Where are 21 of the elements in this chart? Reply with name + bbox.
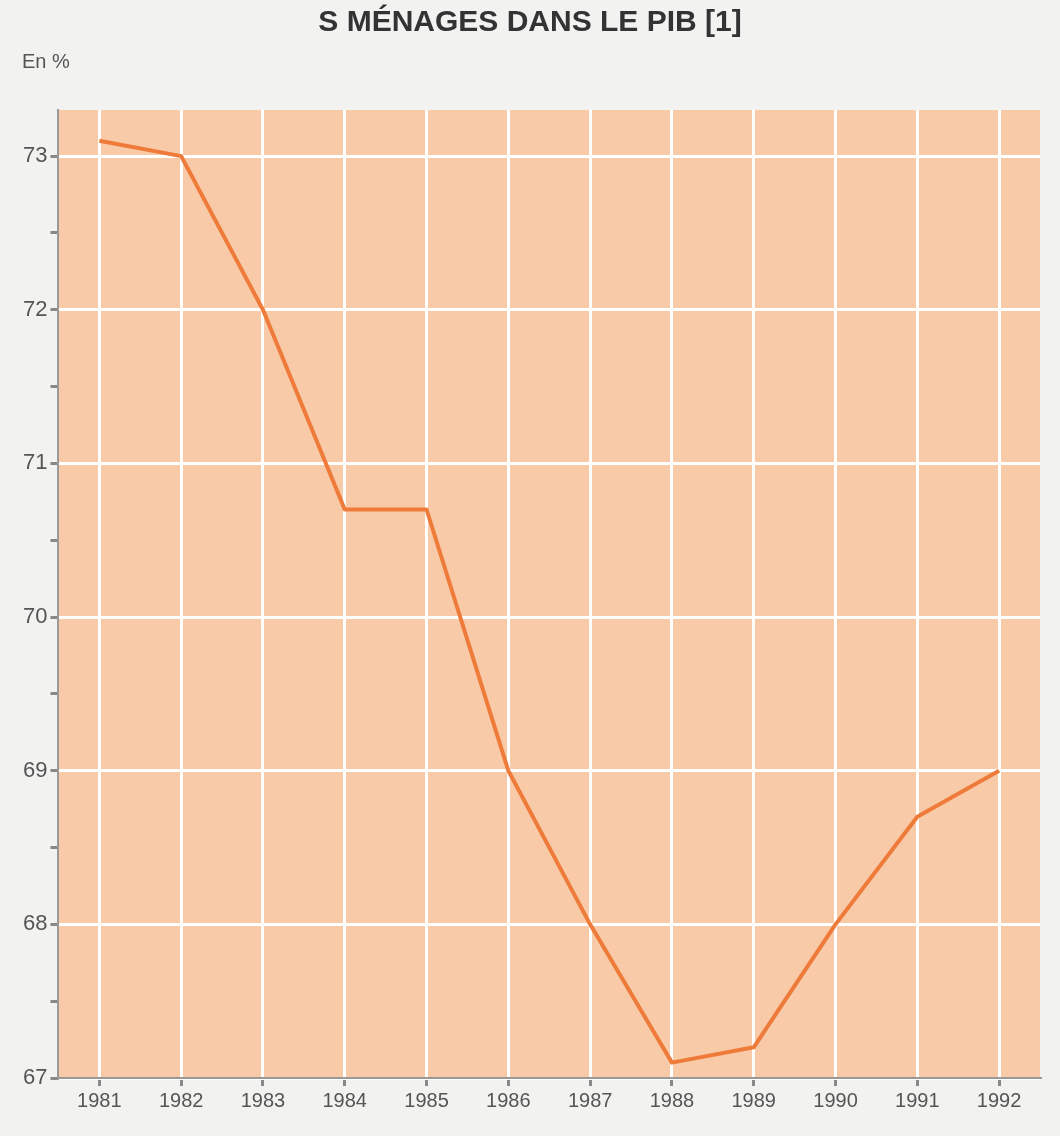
y-tick-label: 71 xyxy=(22,449,48,475)
y-tick-label: 73 xyxy=(22,142,48,168)
x-tick-label: 1990 xyxy=(813,1088,858,1111)
x-tick-label: 1991 xyxy=(895,1088,940,1111)
x-tick-label: 1987 xyxy=(567,1088,613,1111)
x-tick-label: 1992 xyxy=(976,1088,1022,1111)
x-tick-label: 1981 xyxy=(77,1088,122,1111)
x-tick-label: 1986 xyxy=(486,1088,531,1111)
x-tick-label: 1985 xyxy=(404,1088,449,1111)
x-tick-label: 1984 xyxy=(322,1088,367,1111)
x-tick-label: 1982 xyxy=(158,1088,204,1111)
chart-title: S MÉNAGES DANS LE PIB [1] xyxy=(317,4,743,38)
y-tick-label: 69 xyxy=(22,756,48,782)
x-tick-label: 1989 xyxy=(731,1088,776,1111)
x-tick-label: 1983 xyxy=(240,1088,286,1111)
y-tick-label: 67 xyxy=(22,1064,48,1090)
y-tick-label: 70 xyxy=(22,603,48,629)
x-tick-label: 1988 xyxy=(649,1088,695,1111)
y-tick-label: 72 xyxy=(22,295,48,321)
y-axis-title: En % xyxy=(22,50,70,73)
y-tick-label: 68 xyxy=(22,910,48,936)
